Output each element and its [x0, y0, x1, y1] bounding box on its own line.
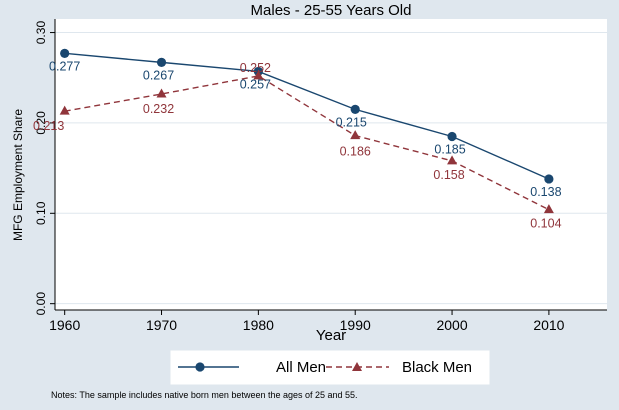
data-label-black-men-1980: 0.252 [240, 61, 271, 75]
point-black-men-1980 [253, 70, 264, 80]
series-line-black-men [64, 75, 550, 211]
data-labels: 0.277 0.267 0.257 0.215 0.185 0.138 0.213 0.232… [33, 59, 562, 230]
y-tick-label-3: 0.30 [34, 21, 48, 45]
x-axis-title: Year [316, 327, 346, 344]
data-label-all-men-1980: 0.257 [240, 77, 271, 91]
y-axis-title: MFG Employment Share [11, 109, 25, 241]
data-label-all-men-2010: 0.138 [530, 185, 561, 199]
point-all-men-1960 [60, 48, 70, 58]
x-tick-label-4: 2000 [436, 317, 467, 333]
legend: All Men Black Men [170, 350, 490, 385]
point-black-men-1970 [156, 88, 167, 98]
x-tick-label-1: 1970 [146, 317, 177, 333]
point-black-men-2000 [447, 155, 458, 165]
footnote: Notes: The sample includes native born m… [51, 390, 358, 400]
data-label-black-men-2010: 0.104 [530, 217, 561, 231]
data-label-all-men-1990: 0.215 [336, 115, 367, 129]
point-all-men-2010 [544, 174, 554, 184]
legend-marker-triangle [352, 362, 362, 371]
data-label-black-men-2000: 0.158 [433, 168, 464, 182]
legend-marker-circle [195, 362, 205, 372]
point-black-men-1990 [350, 130, 361, 140]
point-black-men-1960 [59, 105, 70, 115]
data-label-black-men-1990: 0.186 [340, 145, 371, 159]
x-tick-label-3: 1990 [340, 317, 371, 333]
point-black-men-2010 [543, 204, 554, 214]
point-all-men-1990 [350, 104, 360, 114]
y-tick-label-2: 0.20 [34, 111, 48, 135]
series-layer [59, 48, 554, 214]
grid-lines [55, 32, 607, 305]
plot-area [55, 19, 607, 310]
legend-label-black-men: Black Men [402, 359, 472, 376]
data-label-black-men-1970: 0.232 [143, 102, 174, 116]
y-tick-label-0: 0.00 [34, 292, 48, 316]
point-all-men-1970 [156, 57, 167, 67]
x-tick-label-2: 1980 [243, 317, 274, 333]
data-label-all-men-1960: 0.277 [49, 59, 80, 73]
data-label-all-men-2000: 0.185 [434, 142, 465, 156]
x-tick-label-5: 2010 [533, 317, 564, 333]
data-label-black-men-1960: 0.213 [33, 119, 64, 133]
data-label-all-men-1970: 0.267 [143, 68, 174, 82]
point-all-men-2000 [447, 131, 457, 142]
series-line-all-men [64, 52, 550, 180]
chart-title: Males - 25-55 Years Old [251, 2, 412, 19]
y-tick-label-1: 0.10 [34, 201, 48, 225]
axes: 1960 1970 1980 1990 2000 2010 0.00 0.10 0.20 0.30 [34, 19, 607, 333]
legend-label-all-men: All Men [276, 359, 326, 376]
x-tick-label-0: 1960 [49, 317, 80, 333]
